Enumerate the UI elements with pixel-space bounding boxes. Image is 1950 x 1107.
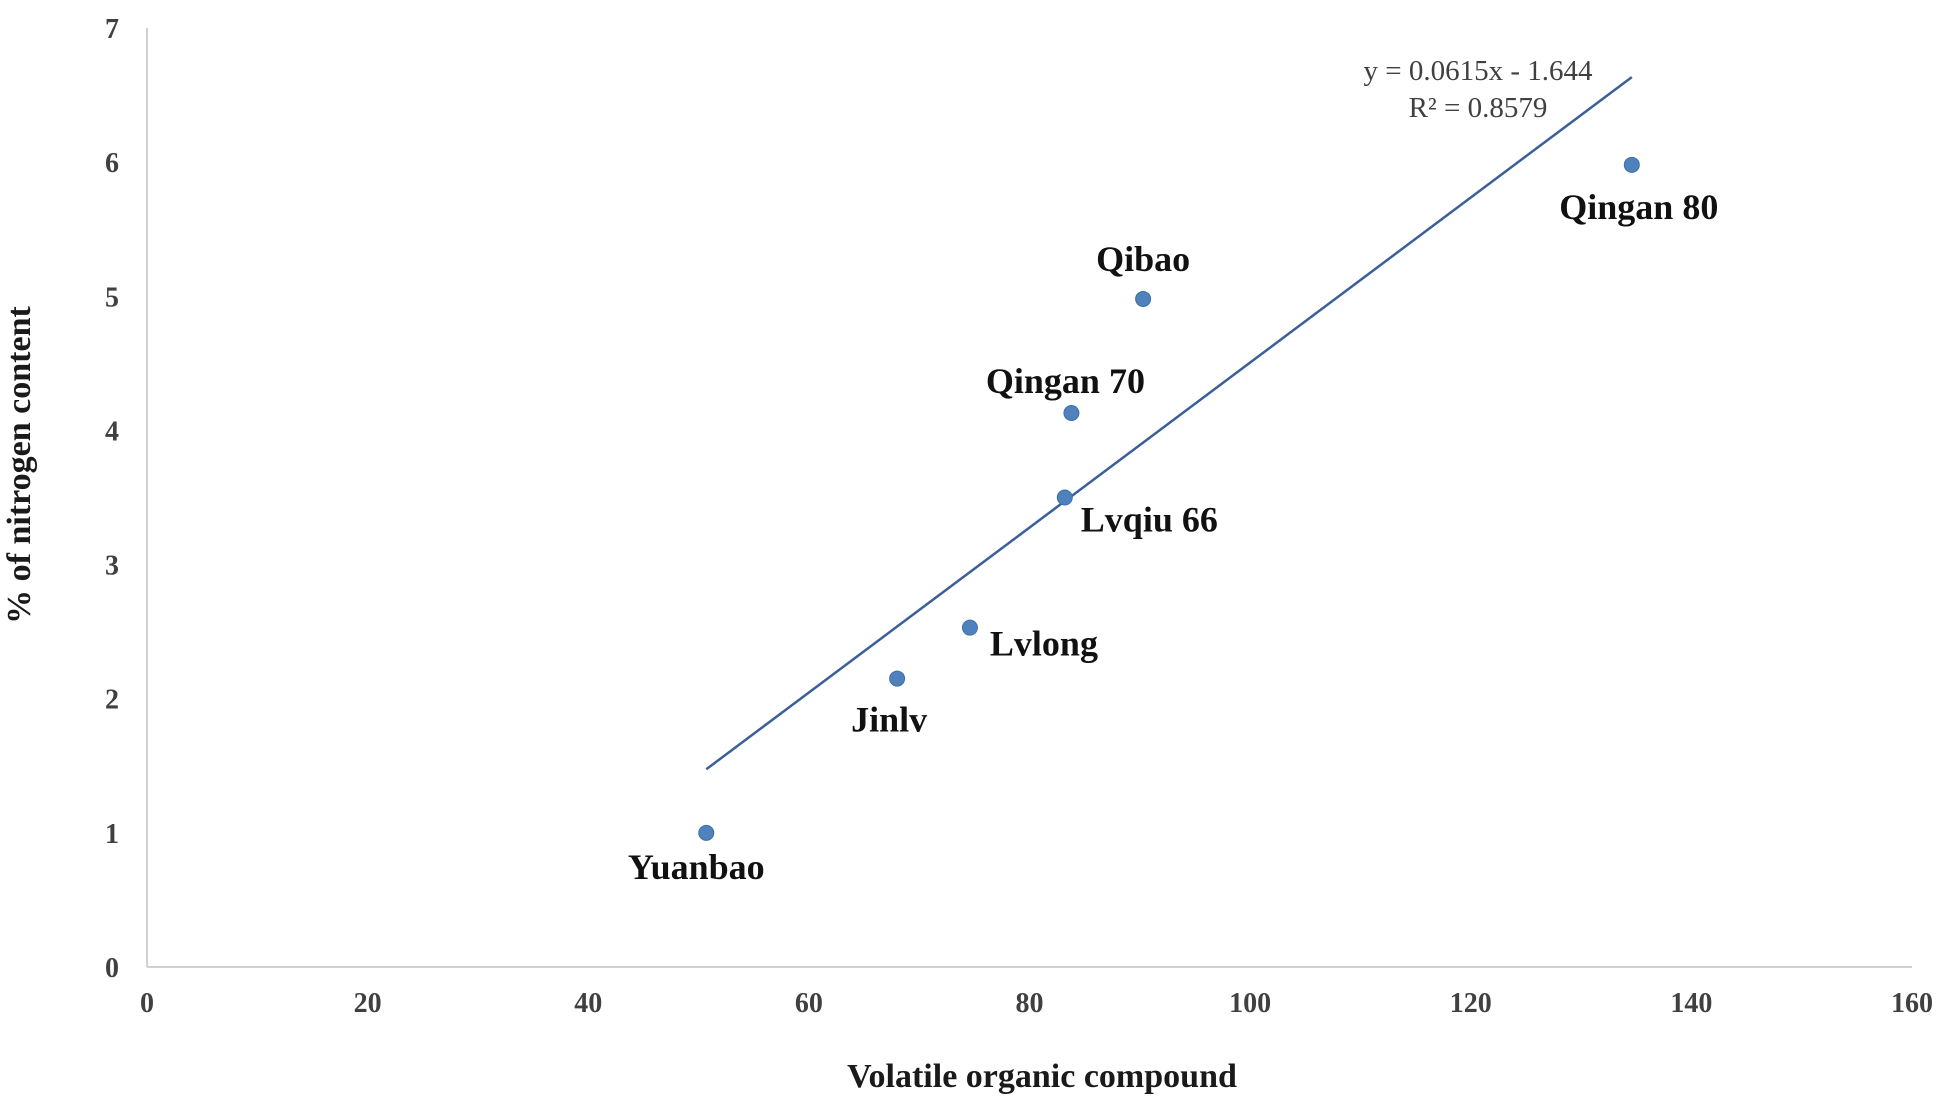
y-tick-label: 3: [105, 551, 119, 582]
y-tick-label: 0: [105, 953, 119, 984]
y-tick-label: 6: [105, 148, 119, 179]
points-layer: [698, 156, 1640, 841]
y-tick-label: 4: [105, 416, 119, 447]
axes-layer: 0 20 40 60 80 100 120 140 160 0 1 2 3 4 5 6 7: [105, 14, 1933, 1019]
data-point: [961, 619, 978, 636]
data-point-label: Lvlong: [990, 624, 1098, 664]
y-tick-label: 5: [105, 282, 119, 313]
data-point-label: Yuanbao: [628, 847, 765, 887]
data-point: [1056, 489, 1073, 506]
data-point: [698, 824, 715, 841]
data-point: [1623, 156, 1640, 173]
x-tick-label: 0: [140, 988, 154, 1019]
y-tick-label: 2: [105, 685, 119, 716]
y-tick-label: 1: [105, 819, 119, 850]
y-tick-label: 7: [105, 14, 119, 45]
x-tick-label: 100: [1229, 988, 1271, 1019]
data-point-label: Jinlv: [851, 700, 927, 740]
data-point: [1135, 290, 1152, 307]
x-tick-label: 160: [1891, 988, 1933, 1019]
point-labels-layer: Yuanbao Jinlv Lvlong Lvqiu 66 Qingan 70 Qibao…: [628, 187, 1718, 887]
data-point: [889, 670, 906, 687]
trendline: [705, 76, 1633, 771]
x-tick-label: 140: [1670, 988, 1712, 1019]
x-tick-label: 40: [574, 988, 602, 1019]
y-axis-title: % of nitrogen content: [1, 306, 38, 624]
data-point-label: Qibao: [1096, 239, 1190, 279]
trendline-r-squared: R² = 0.8579: [1409, 92, 1548, 124]
x-tick-label: 20: [354, 988, 382, 1019]
x-tick-label: 120: [1450, 988, 1492, 1019]
trendline-layer: [705, 76, 1633, 771]
x-tick-label: 80: [1016, 988, 1044, 1019]
data-point-label: Qingan 70: [986, 361, 1145, 401]
data-point: [1063, 404, 1080, 421]
data-point-label: Qingan 80: [1559, 187, 1718, 227]
trendline-equation: y = 0.0615x - 1.644: [1363, 55, 1593, 87]
x-tick-label: 60: [795, 988, 823, 1019]
x-axis-title: Volatile organic compound: [847, 1058, 1237, 1095]
data-point-label: Lvqiu 66: [1081, 500, 1218, 540]
